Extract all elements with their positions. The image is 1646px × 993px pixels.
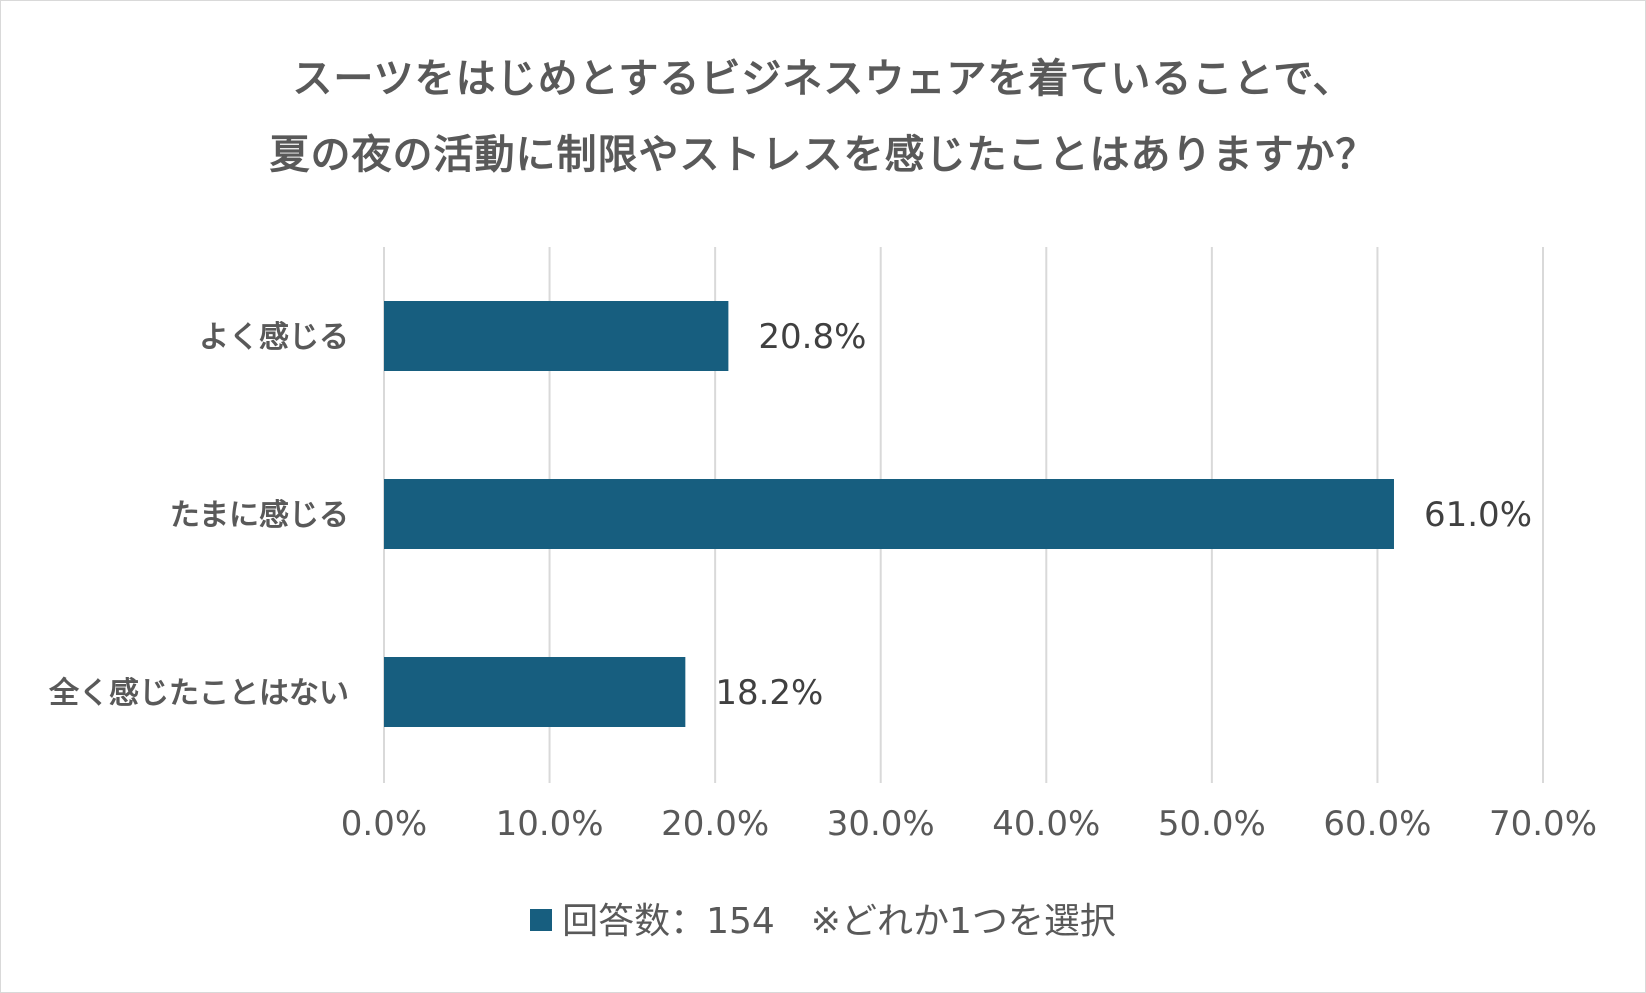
data-label: 18.2% (715, 673, 823, 713)
data-label: 20.8% (758, 317, 866, 357)
bar (384, 479, 1394, 549)
data-label: 61.0% (1424, 495, 1532, 535)
category-label: 全く感じたことはない (48, 676, 349, 711)
bar (384, 301, 729, 371)
x-tick-label: 50.0% (1158, 804, 1266, 844)
category-label: よく感じる (199, 320, 349, 355)
chart-title-line-2: 夏の夜の活動に制限やストレスを感じたことはありますか？ (269, 132, 1377, 178)
x-tick-label: 70.0% (1489, 804, 1597, 844)
x-tick-label: 20.0% (661, 804, 769, 844)
category-label: たまに感じる (170, 498, 349, 533)
chart-title: スーツをはじめとするビジネスウェアを着ていることで、 夏の夜の活動に制限やストレ… (1, 41, 1645, 193)
x-tick-label: 10.0% (496, 804, 604, 844)
x-tick-label: 60.0% (1323, 804, 1431, 844)
bar (384, 657, 686, 727)
x-tick-label: 40.0% (992, 804, 1100, 844)
bar-chart-plot: 0.0% 10.0% 20.0% 30.0% 40.0% 50.0% 60.0% 70.0% よ… (48, 247, 1597, 844)
legend-series-name: 回答数：154 ※どれか1つを選択 (562, 901, 1116, 942)
x-tick-label: 0.0% (341, 804, 427, 844)
x-tick-label: 30.0% (827, 804, 935, 844)
legend-swatch (530, 909, 553, 931)
chart-title-line-1: スーツをはじめとするビジネスウェアを着ていることで、 (292, 56, 1354, 102)
chart-legend: 回答数：154 ※どれか1つを選択 (1, 897, 1645, 947)
